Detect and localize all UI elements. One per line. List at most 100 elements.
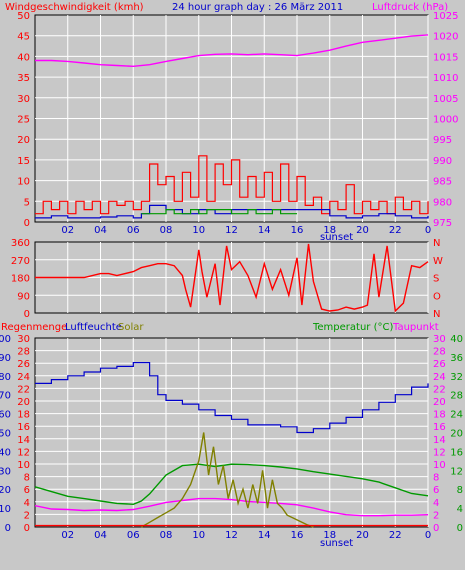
humidity-tick: 40 — [0, 447, 11, 458]
wind-speed-tick: 25 — [17, 115, 30, 126]
humidity-tick: 20 — [0, 485, 11, 496]
wind-pressure-series — [35, 34, 429, 219]
wind-speed-tick: 10 — [17, 177, 30, 188]
x-tick-label: 0 — [425, 225, 431, 236]
humidity-tick: 80 — [0, 372, 11, 383]
pressure-tick: 1000 — [433, 115, 458, 126]
compass-tick: O — [433, 291, 441, 302]
temperature-tick: 40 — [450, 334, 463, 345]
x-tick-label: 16 — [291, 530, 304, 541]
temperature-tick: 8 — [457, 485, 463, 496]
dewpoint-tick: 30 — [433, 334, 446, 345]
luftfeuchte-series — [35, 362, 429, 434]
rain-tick: 30 — [17, 334, 30, 345]
dewpoint-tick: 20 — [433, 397, 446, 408]
rain-tick: 26 — [17, 359, 30, 370]
rain-tick: 8 — [24, 473, 30, 484]
temperature-tick: 4 — [457, 504, 463, 515]
pressure-tick: 975 — [433, 218, 452, 229]
humidity-tick: 90 — [0, 353, 11, 364]
wind-direction-tick: 90 — [17, 291, 30, 302]
dewpoint-tick: 14 — [433, 435, 446, 446]
pressure-tick: 1015 — [433, 52, 458, 63]
x-tick-label: 02 — [61, 530, 74, 541]
wind-speed-tick: 0 — [24, 218, 30, 229]
rain-tick: 22 — [17, 384, 30, 395]
dewpoint-tick: 2 — [433, 510, 439, 521]
x-tick-label: 16 — [291, 225, 304, 236]
wind-direction-tick: 270 — [11, 256, 30, 267]
wind-speed-tick: 5 — [24, 197, 30, 208]
rain-label: Regenmenge — [1, 322, 67, 333]
temperature-tick: 20 — [450, 429, 463, 440]
taupunkt-series — [34, 497, 429, 517]
wind-speed-y-axis: 0 5 10 15 20 25 30 35 40 45 50 — [17, 11, 30, 229]
pressure-tick: 980 — [433, 197, 452, 208]
pressure-tick: 985 — [433, 177, 452, 188]
x-tick-label: 20 — [356, 530, 369, 541]
compass-tick: N — [433, 238, 440, 249]
x-tick-label: 04 — [94, 530, 107, 541]
wind-direction-series — [35, 243, 429, 313]
wind-direction-tick: 0 — [24, 309, 30, 320]
compass-tick: S — [433, 274, 439, 285]
wind-speed-tick: 15 — [17, 156, 30, 167]
rain-humidity-y-axes: 0246810121416182022242628300102030405060… — [0, 334, 30, 534]
x-tick-label: 18 — [323, 530, 336, 541]
x-tick-label: 04 — [94, 225, 107, 236]
dewpoint-tick: 8 — [433, 473, 439, 484]
luftdruck-hpa-series — [35, 34, 429, 68]
dewpoint-tick: 26 — [433, 359, 446, 370]
pressure-y-axis: 975 980 985 990 995 1000 1005 1010 1015 1020 1025 — [433, 11, 458, 229]
rain-tick: 24 — [17, 372, 30, 383]
x-tick-label: 08 — [160, 530, 173, 541]
climate-series — [34, 362, 429, 528]
solar-series — [141, 432, 314, 528]
wind-speed-tick: 35 — [17, 73, 30, 84]
humidity-tick: 0 — [5, 523, 11, 534]
compass-tick: W — [433, 256, 443, 267]
pressure-tick: 990 — [433, 156, 452, 167]
windb-en-series — [35, 155, 429, 215]
dewpoint-label: Taupunkt — [392, 322, 439, 333]
rain-tick: 14 — [17, 435, 30, 446]
pressure-tick: 1010 — [433, 73, 458, 84]
rain-tick: 12 — [17, 447, 30, 458]
temperature-tick: 16 — [450, 447, 463, 458]
pressure-tick: 1020 — [433, 32, 458, 43]
dewpoint-tick: 22 — [433, 384, 446, 395]
x-tick-label: 10 — [192, 530, 205, 541]
wind-speed-tick: 20 — [17, 135, 30, 146]
sunset-label-top: sunset — [320, 232, 353, 243]
x-tick-label: 12 — [225, 530, 238, 541]
climate-x-axis: 02 04 06 08 10 12 14 16 18 20 22 0 — [61, 530, 431, 541]
humidity-tick: 100 — [0, 334, 11, 345]
pressure-tick: 1005 — [433, 94, 458, 105]
windrichtung-series — [141, 209, 297, 215]
wind-speed-tick: 45 — [17, 32, 30, 43]
rain-tick: 4 — [24, 498, 30, 509]
rain-tick: 2 — [24, 510, 30, 521]
dewpoint-tick: 16 — [433, 422, 446, 433]
x-tick-label: 20 — [356, 225, 369, 236]
rain-tick: 18 — [17, 410, 30, 421]
wind-direction-y-axis: 0 90 180 270 360 — [11, 238, 30, 320]
temperature-label: Temperatur (°C) — [312, 322, 393, 333]
temperature-tick: 36 — [450, 353, 463, 364]
compass-tick: N — [433, 309, 440, 320]
wind-speed-tick: 40 — [17, 52, 30, 63]
climate-grid — [35, 338, 429, 527]
rain-tick: 6 — [24, 485, 30, 496]
x-tick-label: 10 — [192, 225, 205, 236]
pressure-label: Luftdruck (hPa) — [372, 2, 448, 13]
dewpoint-tick: 12 — [433, 447, 446, 458]
humidity-label: Luftfeuchte — [65, 322, 122, 333]
dewpoint-tick: 0 — [433, 523, 439, 534]
x-tick-label: 06 — [127, 225, 140, 236]
x-tick-label: 14 — [258, 530, 271, 541]
wind-speed-tick: 30 — [17, 94, 30, 105]
windrichtung-series — [35, 243, 429, 313]
wind-direction-tick: 180 — [11, 274, 30, 285]
